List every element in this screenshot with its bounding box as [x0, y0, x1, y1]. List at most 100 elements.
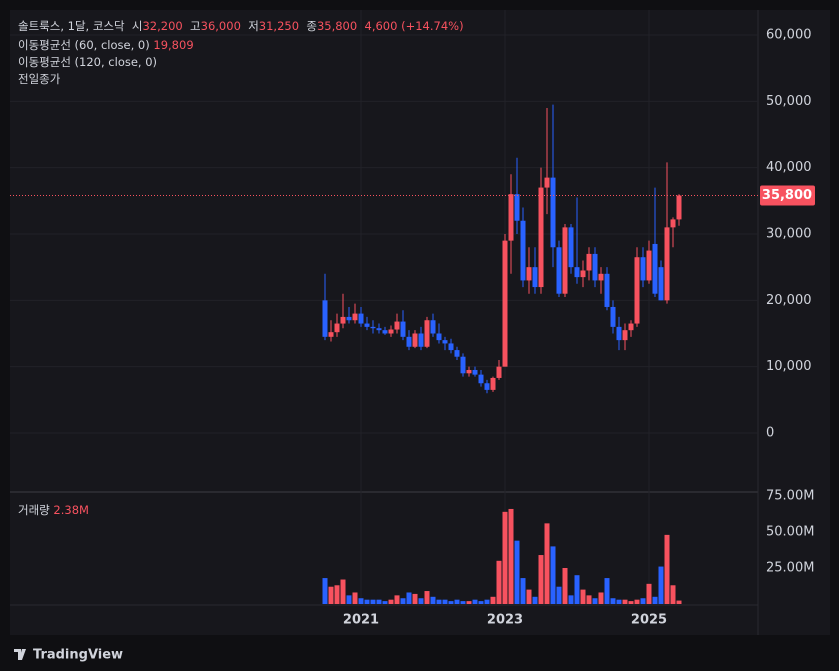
volume-bar — [610, 598, 616, 604]
volume-bar — [526, 589, 532, 604]
volume-bar — [406, 592, 412, 604]
volume-tick-label: 50.00M — [766, 525, 814, 540]
candle-body — [562, 227, 568, 294]
legend-value: 19,809 — [153, 38, 194, 52]
volume-tick-label: 75.00M — [766, 489, 814, 504]
grid — [10, 10, 758, 605]
volume-bar — [508, 508, 514, 604]
volume-bar — [676, 600, 682, 604]
volume-bar — [448, 601, 454, 604]
candle-body — [508, 194, 514, 241]
volume-bar — [454, 599, 460, 604]
volume-bar — [388, 599, 394, 604]
high-label: 고 — [190, 19, 201, 33]
volume-bar — [340, 579, 346, 604]
candle-body — [676, 195, 682, 220]
volume-bar — [364, 599, 370, 604]
volume-bar — [376, 599, 382, 604]
volume-bar — [628, 601, 634, 604]
chart-background — [10, 10, 830, 635]
volume-bar — [328, 586, 334, 604]
candle-body — [346, 316, 352, 321]
y-tick-label: 50,000 — [766, 94, 812, 109]
y-tick-label: 10,000 — [766, 359, 812, 374]
volume-bar — [460, 601, 466, 604]
legend-name: 이동평균선 (120, close, 0) — [18, 55, 158, 69]
volume-bar — [568, 595, 574, 604]
change: 4,600 (+14.74%) — [364, 19, 464, 33]
candle-body — [454, 350, 460, 357]
y-tick-label: 30,000 — [766, 227, 812, 242]
volume-bar — [562, 568, 568, 604]
last-price-box — [760, 185, 815, 206]
volume-bar — [664, 534, 670, 604]
low-label: 저 — [248, 19, 259, 33]
volume-bar — [334, 585, 340, 604]
candle-body — [370, 326, 376, 329]
volume-bar — [346, 595, 352, 604]
volume-bar — [358, 598, 364, 604]
candle-body — [472, 369, 478, 375]
volume-bar — [436, 599, 442, 604]
volume-bar — [430, 596, 436, 604]
candle-body — [628, 323, 634, 331]
candle-body — [352, 313, 358, 321]
candle-body — [430, 320, 436, 334]
volume-bar — [442, 599, 448, 604]
volume-bar — [556, 586, 562, 604]
candle-body — [604, 273, 610, 307]
candle-body — [394, 321, 400, 330]
volume-bar — [514, 540, 520, 604]
candle-body — [514, 194, 520, 221]
candle-body — [598, 273, 604, 281]
volume-bar — [394, 595, 400, 604]
volume-bar — [670, 585, 676, 604]
volume-bar — [592, 598, 598, 604]
candle-body — [586, 253, 592, 271]
symbol: 솔트룩스, 1달, 코스닥 — [18, 19, 125, 33]
legend-name: 이동평균선 (60, close, 0) — [18, 38, 150, 52]
volume-bar — [622, 599, 628, 604]
candle-body — [322, 300, 328, 337]
candle-body — [592, 253, 598, 281]
candle-body — [652, 243, 658, 294]
volume-tick-label: 25.00M — [766, 561, 814, 576]
candle-body — [658, 267, 664, 301]
candle-body — [574, 267, 580, 278]
volume-value: 2.38M — [53, 503, 89, 517]
candle-body — [400, 321, 406, 337]
candle-body — [526, 267, 532, 281]
candle-body — [538, 187, 544, 288]
candle-body — [376, 328, 382, 331]
volume-bar — [532, 596, 538, 604]
volume-bar — [652, 596, 658, 604]
candle-body — [640, 257, 646, 281]
y-tick-label: 0 — [766, 426, 774, 441]
candle-body — [418, 333, 424, 347]
candle-body — [622, 330, 628, 341]
close: 35,800 — [316, 19, 358, 33]
y-tick-label: 60,000 — [766, 28, 812, 43]
legend-item: 이동평균선 (60, close, 0) 19,809 — [18, 37, 194, 53]
candle-body — [664, 227, 670, 301]
candle-body — [496, 366, 502, 378]
volume-bar — [574, 575, 580, 604]
volume-bar — [496, 560, 502, 604]
legend-item: 이동평균선 (120, close, 0) — [18, 54, 157, 70]
volume-bar — [322, 578, 328, 604]
volume-bar — [646, 583, 652, 604]
last-price-label: 35,800 — [762, 188, 812, 203]
candle-body — [520, 220, 526, 281]
volume-bar — [550, 546, 556, 604]
header: 솔트룩스, 1달, 코스닥 시32,200 고36,000 저31,250 종3… — [18, 18, 464, 34]
volume-bar — [472, 599, 478, 604]
candle-body — [532, 267, 538, 288]
volume-bar — [586, 595, 592, 604]
volume-bar — [604, 578, 610, 604]
candle-body — [484, 383, 490, 390]
open: 32,200 — [142, 19, 183, 33]
volume-bar — [412, 593, 418, 604]
volume-bar — [598, 592, 604, 604]
volume-bar — [418, 598, 424, 604]
